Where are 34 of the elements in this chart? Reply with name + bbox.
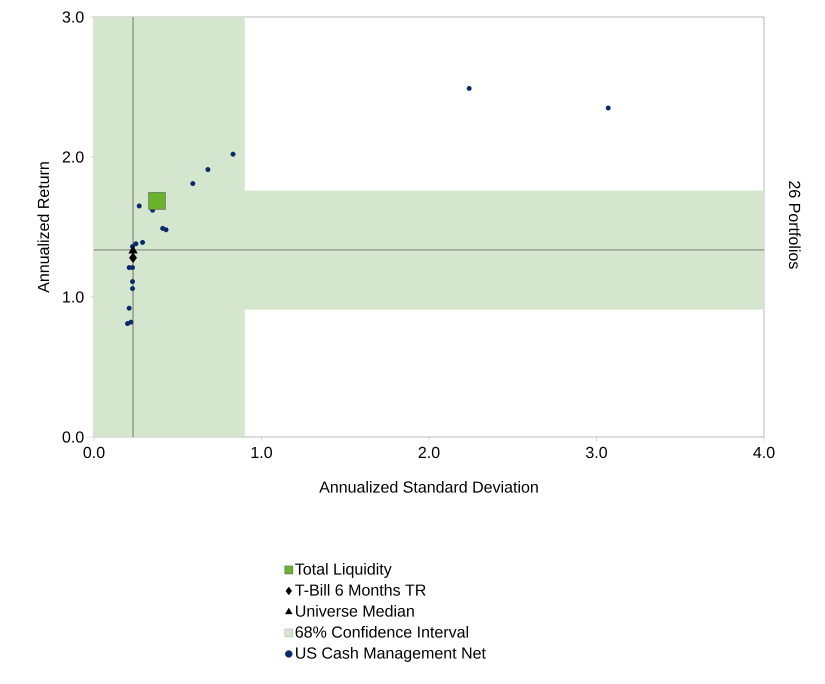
point — [130, 265, 136, 270]
point — [164, 227, 169, 232]
point — [190, 181, 196, 186]
y-tick-label: 0.0 — [62, 431, 84, 443]
point — [466, 86, 472, 91]
point — [140, 240, 146, 245]
point — [128, 320, 134, 325]
legend-label: T-Bill 6 Months TR — [295, 584, 426, 596]
legend-label: Total Liquidity — [295, 562, 392, 578]
x-tick-label: 4.0 — [753, 446, 774, 458]
legend-label: Universe Median — [296, 604, 414, 617]
point — [133, 241, 138, 246]
point — [136, 203, 142, 208]
text: 26 Portfolios — [788, 181, 801, 269]
point — [129, 252, 137, 263]
point — [130, 279, 136, 284]
legend-label: 68% Confidence Interval — [296, 626, 468, 638]
point — [230, 152, 236, 157]
y-tick-label: 2.0 — [62, 151, 84, 163]
point — [126, 306, 132, 311]
x-tick-label: 2.0 — [418, 446, 440, 458]
y-tick-label: 1.0 — [63, 291, 84, 303]
x-tick-label: 0.0 — [84, 446, 104, 458]
point — [128, 246, 138, 254]
legend-label: US Cash Management Net — [296, 646, 486, 662]
point — [606, 105, 611, 110]
x-tick-label: 1.0 — [252, 446, 272, 458]
x-axis-title: Annualized Standard Deviation — [319, 480, 538, 493]
y-tick-label: 3.0 — [62, 11, 84, 23]
point — [148, 192, 166, 210]
point — [205, 167, 210, 172]
y-axis-title: Annualized Return — [37, 162, 50, 293]
point — [130, 286, 136, 292]
x-tick-label: 3.0 — [586, 446, 607, 458]
